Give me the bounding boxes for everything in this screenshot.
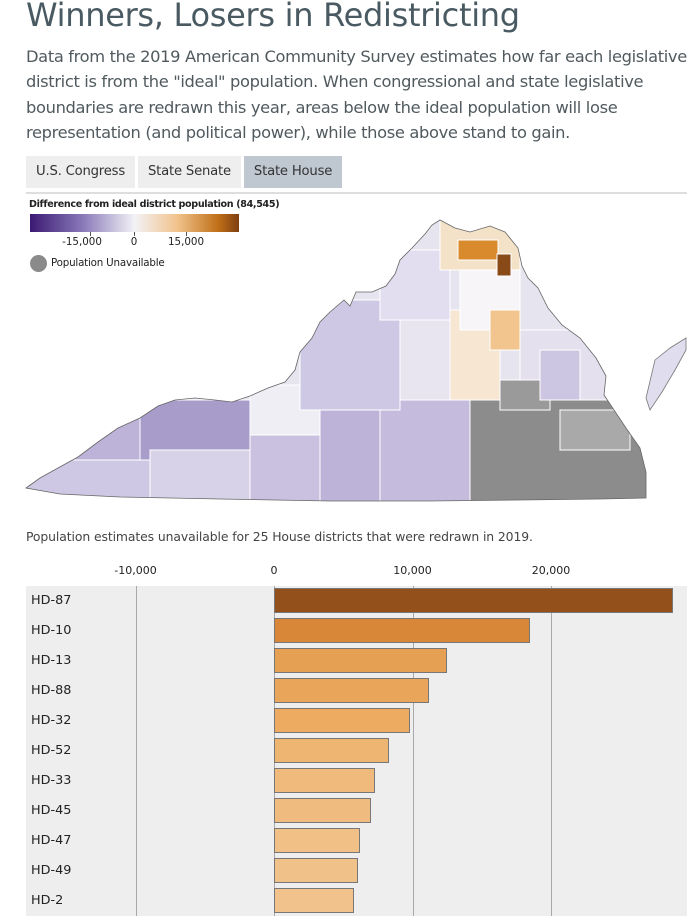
bar-row: HD-87 [26,586,687,616]
tabs-divider [26,192,687,194]
bar-category-label: HD-32 [31,713,72,728]
bar[interactable] [274,588,673,613]
x-gridline [412,586,414,916]
x-gridline [135,586,137,916]
bar-category-label: HD-2 [31,893,64,908]
bar-row: HD-33 [26,766,687,796]
bar-row: HD-2 [26,886,687,916]
legend-tick-mark [186,232,187,236]
bar[interactable] [274,828,360,853]
tab-state-senate[interactable]: State Senate [138,156,241,188]
bar[interactable] [274,738,389,763]
bar-category-label: HD-10 [31,623,72,638]
legend-color-ramp [30,214,239,232]
tab-state-house[interactable]: State House [243,156,343,188]
legend-tick-mark [90,232,91,236]
bar[interactable] [274,858,359,883]
bar-category-label: HD-47 [31,833,72,848]
legend-tick-mark [134,232,135,236]
chamber-tabs: U.S. Congress State Senate State House [26,156,345,188]
virginia-district-map[interactable] [0,210,687,510]
bar-category-label: HD-88 [31,683,72,698]
x-tick-label: 20,000 [531,564,571,577]
page-title: Winners, Losers in Redistricting [26,0,520,34]
bar[interactable] [274,768,376,793]
tab-us-congress[interactable]: U.S. Congress [26,156,135,188]
bar-category-label: HD-45 [31,803,72,818]
eastern-shore [645,337,687,411]
x-tick-label: 0 [270,564,278,577]
bar[interactable] [274,648,448,673]
bar[interactable] [274,708,410,733]
unavailable-note: Population estimates unavailable for 25 … [26,529,533,544]
bar-row: HD-10 [26,616,687,646]
bar-category-label: HD-33 [31,773,72,788]
bar-row: HD-47 [26,826,687,856]
legend-tick-label: 15,000 [167,236,205,248]
x-tick-label: -10,000 [114,564,157,577]
unavailable-label: Population Unavailable [51,257,165,269]
legend-tick-label: -15,000 [62,236,102,248]
bar[interactable] [274,888,355,913]
bar-row: HD-13 [26,646,687,676]
bar-category-label: HD-49 [31,863,72,878]
legend-title: Difference from ideal district populatio… [29,199,280,210]
state-border [24,219,647,502]
bar-row: HD-32 [26,706,687,736]
bar-category-label: HD-13 [31,653,72,668]
bar[interactable] [274,618,531,643]
bar-row: HD-88 [26,676,687,706]
page-subtitle: Data from the 2019 American Community Su… [26,47,687,142]
legend-tick-label: 0 [130,236,138,248]
bar-category-label: HD-87 [31,593,72,608]
unavailable-swatch [30,255,47,272]
bar-category-label: HD-52 [31,743,72,758]
bar-row: HD-52 [26,736,687,766]
bar-row: HD-45 [26,796,687,826]
bar-row: HD-49 [26,856,687,886]
x-gridline [551,586,552,916]
x-tick-label: 10,000 [393,564,432,577]
bar[interactable] [274,678,430,703]
district-fills [26,220,646,501]
bar[interactable] [274,798,371,823]
